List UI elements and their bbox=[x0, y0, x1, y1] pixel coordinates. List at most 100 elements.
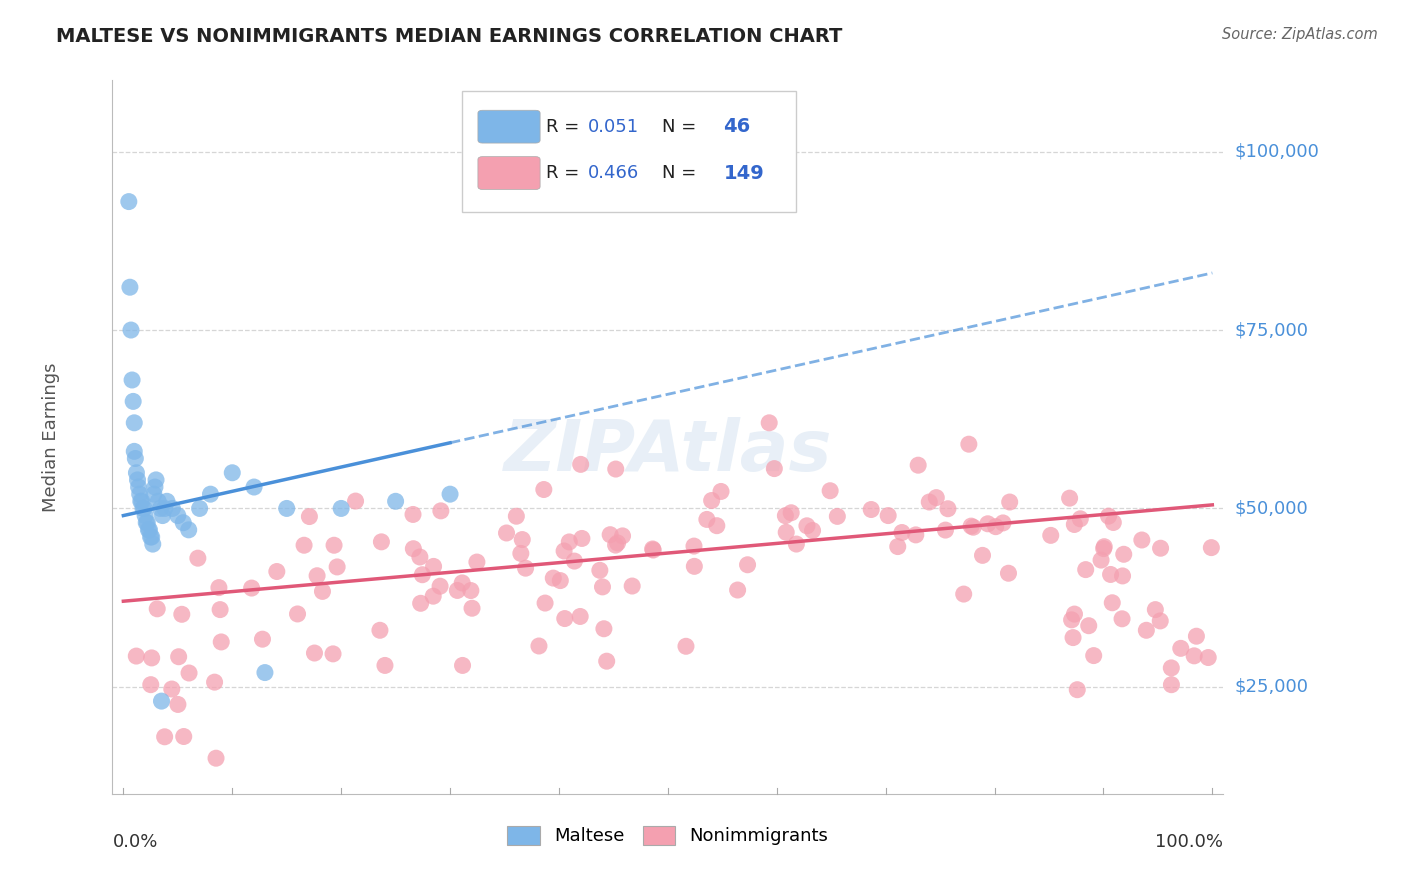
Point bbox=[510, 533, 533, 547]
Point bbox=[160, 681, 183, 696]
Point bbox=[127, 473, 149, 487]
Point bbox=[451, 576, 474, 591]
Point bbox=[710, 484, 733, 499]
Point bbox=[727, 582, 749, 597]
Point bbox=[877, 508, 900, 523]
Point bbox=[505, 509, 527, 524]
Point bbox=[1077, 618, 1099, 632]
Point bbox=[146, 602, 169, 616]
Point bbox=[402, 541, 425, 556]
Point bbox=[330, 501, 353, 516]
Point bbox=[209, 635, 232, 649]
Point bbox=[1069, 512, 1091, 526]
Point bbox=[984, 519, 1007, 533]
Point bbox=[177, 665, 200, 680]
Point bbox=[977, 516, 1000, 531]
Point bbox=[170, 607, 193, 622]
Point bbox=[145, 473, 167, 487]
Point bbox=[1197, 650, 1219, 665]
Point bbox=[446, 583, 468, 598]
Text: N =: N = bbox=[662, 164, 696, 182]
Text: Median Earnings: Median Earnings bbox=[42, 362, 60, 512]
Point bbox=[128, 480, 150, 494]
Point bbox=[136, 516, 159, 530]
Point bbox=[952, 587, 974, 601]
Point bbox=[167, 649, 190, 664]
FancyBboxPatch shape bbox=[478, 111, 540, 143]
Point bbox=[1090, 553, 1112, 567]
Point bbox=[706, 518, 728, 533]
Point bbox=[121, 373, 143, 387]
Text: R =: R = bbox=[546, 118, 585, 136]
Point bbox=[509, 546, 531, 560]
Point bbox=[129, 494, 152, 508]
Point bbox=[322, 647, 344, 661]
Point bbox=[1160, 678, 1182, 692]
Point bbox=[962, 520, 984, 534]
Point bbox=[276, 501, 298, 516]
Point bbox=[527, 639, 550, 653]
Point bbox=[675, 640, 697, 654]
Point bbox=[641, 541, 664, 556]
Point bbox=[936, 501, 959, 516]
Point bbox=[758, 416, 780, 430]
Text: MALTESE VS NONIMMIGRANTS MEDIAN EARNINGS CORRELATION CHART: MALTESE VS NONIMMIGRANTS MEDIAN EARNINGS… bbox=[56, 27, 842, 45]
Point bbox=[135, 516, 157, 530]
Point bbox=[801, 524, 824, 538]
Point bbox=[152, 508, 174, 523]
Point bbox=[1101, 596, 1123, 610]
Point bbox=[368, 624, 391, 638]
FancyBboxPatch shape bbox=[478, 157, 540, 189]
Point bbox=[612, 529, 634, 543]
Point bbox=[775, 508, 797, 523]
Point bbox=[592, 580, 614, 594]
Point bbox=[153, 730, 176, 744]
Point bbox=[1074, 563, 1097, 577]
Point bbox=[1099, 567, 1122, 582]
Text: 46: 46 bbox=[724, 117, 751, 136]
Point bbox=[429, 579, 451, 593]
Point bbox=[887, 540, 910, 554]
Text: 0.466: 0.466 bbox=[588, 164, 640, 182]
Point bbox=[128, 487, 150, 501]
Point bbox=[422, 559, 444, 574]
Point bbox=[298, 509, 321, 524]
Point bbox=[554, 611, 576, 625]
Point bbox=[118, 194, 141, 209]
Point bbox=[1149, 614, 1171, 628]
Point bbox=[550, 574, 572, 588]
Point bbox=[409, 596, 432, 610]
Point bbox=[138, 523, 160, 537]
Point bbox=[972, 549, 994, 563]
Point bbox=[1060, 613, 1083, 627]
Point bbox=[785, 537, 807, 551]
Point bbox=[1111, 612, 1133, 626]
Point bbox=[1083, 648, 1105, 663]
Point bbox=[122, 416, 145, 430]
Point bbox=[187, 551, 209, 566]
Point bbox=[451, 658, 474, 673]
Point bbox=[153, 501, 176, 516]
Point bbox=[1102, 516, 1125, 530]
Point bbox=[156, 494, 179, 508]
Point bbox=[125, 466, 148, 480]
Point bbox=[460, 583, 482, 598]
Point bbox=[606, 536, 628, 550]
Text: 0.0%: 0.0% bbox=[112, 833, 157, 851]
Point bbox=[1063, 607, 1085, 621]
Point bbox=[188, 501, 211, 516]
FancyBboxPatch shape bbox=[463, 91, 796, 212]
Point bbox=[132, 501, 155, 516]
Point bbox=[553, 544, 575, 558]
Point bbox=[533, 483, 555, 497]
Point bbox=[589, 563, 612, 577]
Point bbox=[780, 506, 803, 520]
Point bbox=[1182, 648, 1205, 663]
Point bbox=[173, 730, 195, 744]
Point bbox=[209, 602, 232, 616]
Point bbox=[1066, 682, 1088, 697]
Text: $25,000: $25,000 bbox=[1234, 678, 1309, 696]
Point bbox=[323, 538, 346, 552]
Point bbox=[796, 518, 818, 533]
Text: 100.0%: 100.0% bbox=[1156, 833, 1223, 851]
